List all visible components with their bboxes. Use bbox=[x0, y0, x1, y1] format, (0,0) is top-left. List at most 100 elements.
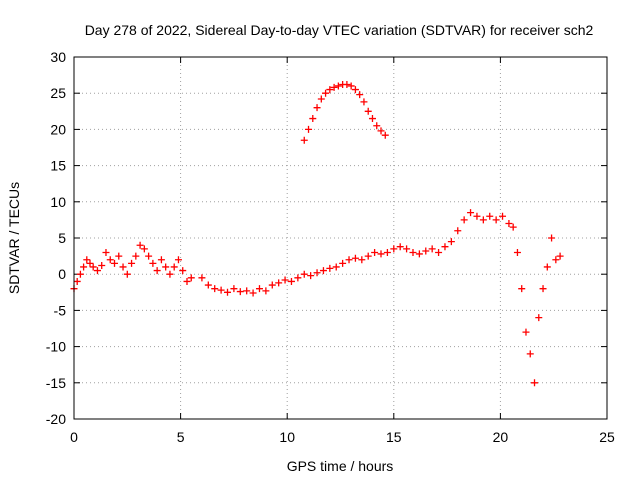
data-point bbox=[377, 127, 385, 135]
data-point bbox=[403, 245, 411, 253]
chart-title: Day 278 of 2022, Sidereal Day-to-day VTE… bbox=[85, 22, 594, 38]
data-point bbox=[294, 274, 302, 282]
data-point bbox=[309, 115, 317, 123]
data-point bbox=[128, 259, 136, 267]
data-point bbox=[505, 220, 513, 228]
data-point bbox=[428, 245, 436, 253]
data-point bbox=[322, 89, 330, 97]
data-point bbox=[492, 216, 500, 224]
data-point bbox=[170, 263, 178, 271]
data-point bbox=[262, 287, 270, 295]
data-point bbox=[548, 234, 556, 242]
data-point bbox=[86, 259, 94, 267]
data-point bbox=[351, 254, 359, 262]
data-point bbox=[345, 256, 353, 264]
data-point bbox=[230, 285, 238, 293]
data-point bbox=[447, 238, 455, 246]
x-tick-label: 5 bbox=[177, 429, 185, 445]
data-point bbox=[183, 277, 191, 285]
data-point bbox=[390, 245, 398, 253]
data-point bbox=[136, 241, 144, 249]
data-point bbox=[179, 267, 187, 275]
x-tick-label: 20 bbox=[493, 429, 509, 445]
data-point bbox=[83, 256, 91, 264]
data-point bbox=[149, 259, 157, 267]
data-point bbox=[364, 252, 372, 260]
data-point bbox=[255, 285, 263, 293]
data-point bbox=[347, 82, 355, 90]
data-point bbox=[332, 263, 340, 271]
data-point bbox=[509, 223, 517, 231]
data-point bbox=[157, 256, 165, 264]
data-point bbox=[358, 256, 366, 264]
data-point bbox=[300, 270, 308, 278]
data-point bbox=[153, 267, 161, 275]
x-tick-label: 25 bbox=[599, 429, 615, 445]
data-point bbox=[319, 267, 327, 275]
data-point bbox=[268, 281, 276, 289]
y-axis-label: SDTVAR / TECUs bbox=[6, 182, 22, 294]
data-series bbox=[70, 81, 564, 387]
data-point bbox=[211, 285, 219, 293]
y-tick-label: -10 bbox=[46, 339, 66, 355]
data-point bbox=[371, 248, 379, 256]
data-point bbox=[473, 212, 481, 220]
data-point bbox=[360, 98, 368, 106]
data-point bbox=[287, 277, 295, 285]
data-point bbox=[539, 285, 547, 293]
x-tick-label: 15 bbox=[386, 429, 402, 445]
data-point bbox=[526, 350, 534, 358]
data-point bbox=[479, 216, 487, 224]
data-point bbox=[343, 81, 351, 89]
data-point bbox=[326, 86, 334, 94]
y-tick-label: -20 bbox=[46, 411, 66, 427]
data-point bbox=[381, 131, 389, 139]
data-point bbox=[368, 115, 376, 123]
data-point bbox=[334, 82, 342, 90]
data-point bbox=[102, 248, 110, 256]
data-point bbox=[76, 270, 84, 278]
data-point bbox=[224, 288, 232, 296]
data-point bbox=[300, 136, 308, 144]
y-tick-label: 10 bbox=[50, 194, 66, 210]
data-point bbox=[145, 252, 153, 260]
data-point bbox=[396, 243, 404, 251]
y-tick-label: 25 bbox=[50, 85, 66, 101]
data-point bbox=[123, 270, 131, 278]
data-point bbox=[236, 288, 244, 296]
y-tick-label: -5 bbox=[54, 302, 67, 318]
data-point bbox=[552, 256, 560, 264]
data-point bbox=[339, 259, 347, 267]
data-point bbox=[281, 276, 289, 284]
data-point bbox=[556, 252, 564, 260]
data-point bbox=[486, 212, 494, 220]
data-point bbox=[119, 263, 127, 271]
data-point bbox=[377, 250, 385, 258]
data-point bbox=[522, 328, 530, 336]
data-point bbox=[518, 285, 526, 293]
data-point bbox=[106, 256, 114, 264]
data-point bbox=[89, 263, 97, 271]
x-tick-label: 10 bbox=[279, 429, 295, 445]
data-point bbox=[111, 259, 119, 267]
x-axis-ticks: 0 5 10 15 20 25 bbox=[70, 57, 615, 445]
data-point bbox=[307, 272, 315, 280]
y-tick-label: 15 bbox=[50, 158, 66, 174]
data-point bbox=[305, 125, 313, 133]
data-point bbox=[373, 122, 381, 130]
data-point bbox=[174, 256, 182, 264]
data-point bbox=[356, 91, 364, 99]
data-point bbox=[499, 212, 507, 220]
data-point bbox=[409, 248, 417, 256]
data-point bbox=[535, 314, 543, 322]
data-point bbox=[415, 250, 423, 258]
data-point bbox=[140, 245, 148, 253]
data-point bbox=[454, 227, 462, 235]
data-point bbox=[422, 247, 430, 255]
data-point bbox=[132, 252, 140, 260]
data-point bbox=[166, 270, 174, 278]
data-point bbox=[351, 86, 359, 94]
data-point bbox=[317, 95, 325, 103]
y-tick-label: -15 bbox=[46, 375, 66, 391]
